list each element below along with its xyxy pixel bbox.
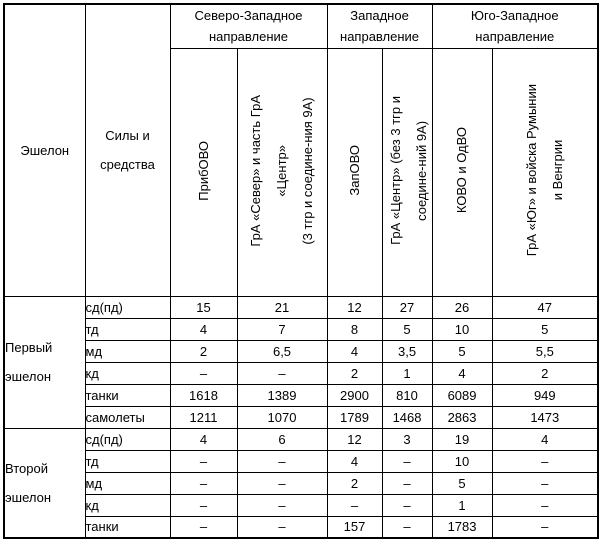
- value-cell: 8: [326, 317, 383, 341]
- district-header-gra-yug-label: ГрА «Юг» и войска Румынии и Венгрии: [523, 84, 565, 257]
- district-header-pribovo: ПрибОВО: [169, 47, 238, 297]
- value-cell: –: [381, 449, 433, 473]
- value-cell: 2: [326, 471, 383, 495]
- value-cell: 5: [431, 471, 493, 495]
- value-cell: –: [491, 493, 599, 517]
- value-cell: 1: [381, 361, 433, 385]
- value-cell: 5: [491, 317, 599, 341]
- district-header-gra-sever: ГрА «Север» и часть ГрА «Центр» (3 тгр и…: [236, 47, 328, 297]
- value-cell: 1783: [431, 515, 493, 539]
- value-cell: –: [491, 449, 599, 473]
- direction-header-west: Западное направление: [326, 3, 433, 49]
- value-cell: 157: [326, 515, 383, 539]
- unit-type-label: тд: [84, 449, 171, 473]
- unit-type-label: мд: [84, 471, 171, 495]
- district-header-zapovo-label: ЗапОВО: [346, 145, 362, 196]
- value-cell: –: [169, 493, 238, 517]
- value-cell: –: [326, 493, 383, 517]
- value-cell: 1473: [491, 405, 599, 429]
- value-cell: 15: [169, 295, 238, 319]
- value-cell: 2: [326, 361, 383, 385]
- value-cell: 2: [169, 339, 238, 363]
- value-cell: 12: [326, 427, 383, 451]
- echelon-label-second: Второй эшелон: [3, 427, 86, 539]
- value-cell: –: [169, 515, 238, 539]
- forces-table: Эшелон Силы и средства Северо-Западное н…: [3, 3, 600, 539]
- value-cell: 5: [381, 317, 433, 341]
- value-cell: 4: [169, 317, 238, 341]
- direction-header-southwest: Юго-Западное направление: [431, 3, 599, 49]
- value-cell: 47: [491, 295, 599, 319]
- unit-type-label: сд(пд): [84, 295, 171, 319]
- value-cell: –: [236, 449, 328, 473]
- unit-type-label: сд(пд): [84, 427, 171, 451]
- unit-type-label: танки: [84, 383, 171, 407]
- value-cell: 19: [431, 427, 493, 451]
- unit-type-label: самолеты: [84, 405, 171, 429]
- value-cell: 27: [381, 295, 433, 319]
- district-header-gra-centr: ГрА «Центр» (без 3 тгр и соедине-ний 9А): [381, 47, 433, 297]
- value-cell: 4: [431, 361, 493, 385]
- value-cell: 4: [169, 427, 238, 451]
- direction-header-northwest: Северо-Западное направление: [169, 3, 328, 49]
- value-cell: 10: [431, 449, 493, 473]
- district-header-gra-sever-label: ГрА «Север» и часть ГрА «Центр» (3 тгр и…: [248, 94, 315, 247]
- value-cell: 4: [326, 449, 383, 473]
- district-header-pribovo-label: ПрибОВО: [195, 140, 211, 201]
- value-cell: 5,5: [491, 339, 599, 363]
- unit-type-label: кд: [84, 493, 171, 517]
- value-cell: 6: [236, 427, 328, 451]
- value-cell: 6089: [431, 383, 493, 407]
- district-header-kovo-odvo: КОВО и ОдВО: [431, 47, 493, 297]
- echelon-header-cell: Эшелон: [3, 3, 86, 297]
- district-header-gra-yug: ГрА «Юг» и войска Румынии и Венгрии: [491, 47, 599, 297]
- district-header-gra-centr-label: ГрА «Центр» (без 3 тгр и соедине-ний 9А): [387, 96, 429, 245]
- district-header-zapovo: ЗапОВО: [326, 47, 383, 297]
- value-cell: –: [236, 493, 328, 517]
- value-cell: 1389: [236, 383, 328, 407]
- value-cell: 5: [431, 339, 493, 363]
- unit-type-label: мд: [84, 339, 171, 363]
- value-cell: 1789: [326, 405, 383, 429]
- value-cell: 2: [491, 361, 599, 385]
- echelon-label-first: Первый эшелон: [3, 295, 86, 429]
- forces-header-cell: Силы и средства: [84, 3, 171, 297]
- value-cell: 6,5: [236, 339, 328, 363]
- value-cell: –: [381, 471, 433, 495]
- value-cell: 7: [236, 317, 328, 341]
- value-cell: 1468: [381, 405, 433, 429]
- value-cell: –: [236, 471, 328, 495]
- value-cell: –: [169, 471, 238, 495]
- unit-type-label: танки: [84, 515, 171, 539]
- value-cell: 810: [381, 383, 433, 407]
- value-cell: 3,5: [381, 339, 433, 363]
- district-header-kovo-odvo-label: КОВО и ОдВО: [454, 127, 470, 214]
- value-cell: 12: [326, 295, 383, 319]
- value-cell: –: [381, 493, 433, 517]
- value-cell: 21: [236, 295, 328, 319]
- value-cell: –: [491, 515, 599, 539]
- value-cell: 1211: [169, 405, 238, 429]
- value-cell: 2863: [431, 405, 493, 429]
- value-cell: 1618: [169, 383, 238, 407]
- value-cell: –: [169, 361, 238, 385]
- value-cell: 2900: [326, 383, 383, 407]
- value-cell: 4: [326, 339, 383, 363]
- value-cell: 3: [381, 427, 433, 451]
- value-cell: 1: [431, 493, 493, 517]
- value-cell: 10: [431, 317, 493, 341]
- value-cell: –: [236, 361, 328, 385]
- value-cell: –: [491, 471, 599, 495]
- value-cell: 949: [491, 383, 599, 407]
- unit-type-label: кд: [84, 361, 171, 385]
- value-cell: –: [236, 515, 328, 539]
- unit-type-label: тд: [84, 317, 171, 341]
- value-cell: 4: [491, 427, 599, 451]
- value-cell: 26: [431, 295, 493, 319]
- value-cell: –: [381, 515, 433, 539]
- value-cell: –: [169, 449, 238, 473]
- value-cell: 1070: [236, 405, 328, 429]
